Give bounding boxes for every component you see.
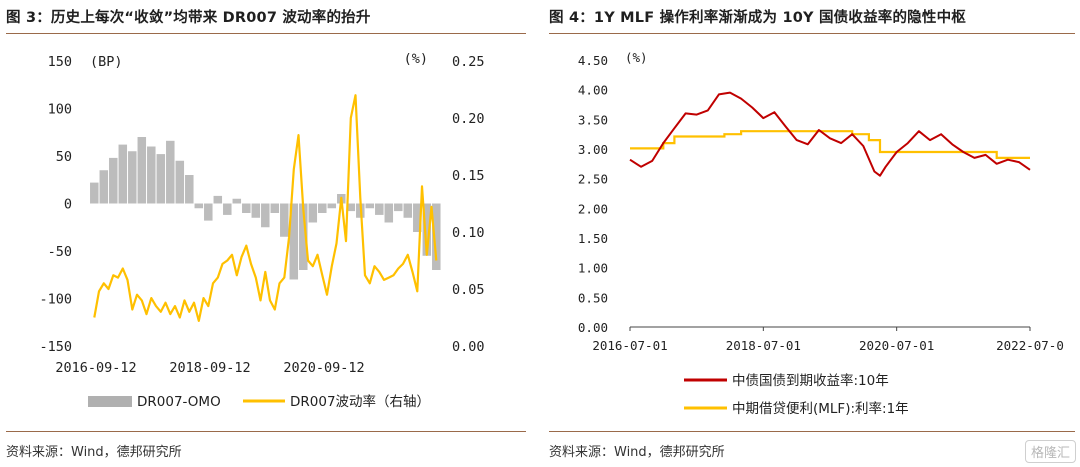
right-axis-tick: 0.00 bbox=[452, 339, 485, 355]
x-axis-tick: 2018-07-01 bbox=[726, 338, 801, 353]
bar-dr007-omo bbox=[185, 175, 194, 204]
left-axis-tick: -150 bbox=[39, 339, 72, 355]
bar-dr007-omo bbox=[213, 195, 223, 204]
y-axis-tick: 3.00 bbox=[578, 142, 608, 157]
bar-dr007-omo bbox=[403, 203, 413, 218]
bar-dr007-omo bbox=[375, 203, 384, 215]
x-axis-tick: 2020-09-12 bbox=[283, 360, 364, 376]
y-axis-tick: 4.50 bbox=[578, 53, 608, 68]
y-axis-tick: 1.50 bbox=[578, 231, 608, 246]
bar-dr007-omo bbox=[346, 203, 356, 212]
legend-swatch-bar bbox=[88, 396, 132, 407]
bar-dr007-omo bbox=[394, 203, 403, 212]
bar-dr007-omo bbox=[232, 198, 242, 204]
left-title-rule bbox=[6, 33, 526, 34]
bar-dr007-omo bbox=[90, 182, 99, 204]
left-source-rule bbox=[6, 431, 526, 432]
line-mlf-rate bbox=[630, 130, 1030, 159]
y-axis-tick: 2.50 bbox=[578, 172, 608, 187]
right-axis-tick: 0.15 bbox=[452, 168, 485, 184]
bar-dr007-omo bbox=[327, 203, 337, 209]
line-10y-yield bbox=[629, 91, 1031, 177]
right-chart-title: 图 4：1Y MLF 操作利率渐渐成为 10Y 国债收益率的隐性中枢 bbox=[549, 10, 966, 26]
bar-dr007-omo bbox=[365, 203, 375, 209]
x-axis-tick: 2016-07-01 bbox=[592, 338, 667, 353]
bar-dr007-omo bbox=[109, 157, 118, 204]
x-axis-tick: 2022-07-0 bbox=[996, 338, 1064, 353]
bar-dr007-omo bbox=[299, 203, 308, 270]
bar-dr007-omo bbox=[128, 151, 137, 204]
y-axis-tick: 0.00 bbox=[578, 320, 608, 335]
bar-dr007-omo bbox=[261, 203, 270, 228]
y-axis-tick: 2.00 bbox=[578, 201, 608, 216]
left-axis-tick: 150 bbox=[48, 54, 72, 70]
right-axis-tick: 0.05 bbox=[452, 282, 485, 298]
y-axis-unit: (%) bbox=[625, 50, 648, 65]
bar-dr007-omo bbox=[289, 203, 299, 280]
y-axis-tick: 3.50 bbox=[578, 112, 608, 127]
bar-dr007-omo bbox=[308, 203, 318, 223]
y-axis-tick: 4.00 bbox=[578, 83, 608, 98]
y-axis-tick: 0.50 bbox=[578, 290, 608, 305]
y-axis-tick: 1.00 bbox=[578, 261, 608, 276]
bar-dr007-omo bbox=[166, 140, 175, 204]
right-axis-tick: 0.25 bbox=[452, 54, 485, 70]
bar-dr007-omo bbox=[270, 203, 280, 213]
left-axis-tick: 0 bbox=[64, 197, 72, 213]
left-axis-tick: -100 bbox=[39, 292, 72, 308]
bar-dr007-omo bbox=[156, 154, 166, 204]
bar-dr007-omo bbox=[280, 203, 289, 237]
right-axis-tick: 0.20 bbox=[452, 111, 485, 127]
bar-dr007-omo bbox=[422, 203, 432, 256]
bar-dr007-omo bbox=[242, 203, 251, 213]
right-source-note: 资料来源：Wind，德邦研究所 bbox=[549, 445, 725, 460]
left-source-note: 资料来源：Wind，德邦研究所 bbox=[6, 445, 182, 460]
bar-dr007-omo bbox=[318, 203, 327, 213]
x-axis-tick: 2016-09-12 bbox=[55, 360, 136, 376]
x-axis-tick: 2020-07-01 bbox=[859, 338, 934, 353]
bar-dr007-omo bbox=[118, 144, 128, 204]
bar-dr007-omo bbox=[137, 137, 147, 204]
bar-dr007-omo bbox=[223, 203, 232, 215]
bar-dr007-omo bbox=[175, 160, 185, 204]
bar-dr007-omo bbox=[194, 203, 204, 209]
legend-label-10y: 中债国债到期收益率:10年 bbox=[732, 372, 889, 389]
legend-label-line: DR007波动率（右轴） bbox=[290, 393, 430, 410]
legend-label-mlf: 中期借贷便利(MLF):利率:1年 bbox=[732, 400, 909, 417]
bar-dr007-omo bbox=[251, 203, 261, 218]
bar-dr007-omo bbox=[204, 203, 213, 221]
right-title-rule bbox=[549, 33, 1075, 34]
left-axis-unit: (BP) bbox=[90, 54, 123, 70]
line-dr007-volatility bbox=[93, 94, 438, 322]
bar-dr007-omo bbox=[413, 203, 422, 232]
watermark-logo: 格隆汇 bbox=[1024, 440, 1076, 463]
x-axis-tick: 2018-09-12 bbox=[169, 360, 250, 376]
right-axis-tick: 0.10 bbox=[452, 225, 485, 241]
left-axis-tick: 100 bbox=[48, 102, 72, 118]
right-axis-unit: (%) bbox=[404, 51, 428, 67]
bar-dr007-omo bbox=[384, 203, 394, 223]
left-axis-tick: 50 bbox=[56, 149, 72, 165]
bar-dr007-omo bbox=[432, 203, 441, 270]
bar-dr007-omo bbox=[99, 170, 109, 204]
bar-dr007-omo bbox=[147, 146, 156, 204]
left-axis-tick: -50 bbox=[48, 244, 72, 260]
left-chart-title: 图 3：历史上每次“收敛”均带来 DR007 波动率的抬升 bbox=[6, 10, 371, 26]
right-source-rule bbox=[549, 431, 1075, 432]
legend-label-bar: DR007-OMO bbox=[137, 394, 221, 410]
